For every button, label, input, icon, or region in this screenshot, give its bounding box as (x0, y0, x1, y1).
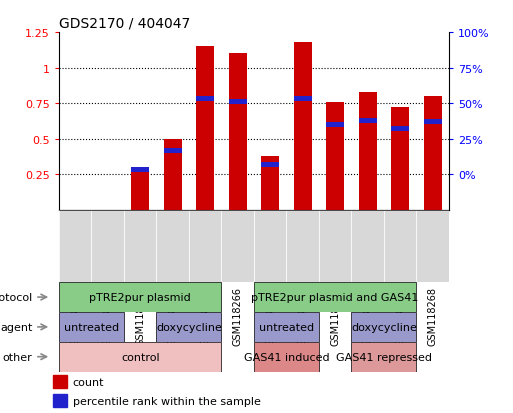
Bar (326, 102, 344, 210)
Bar (351, 210, 384, 282)
Bar (196, 97, 214, 102)
Bar (319, 210, 351, 282)
Bar (424, 97, 442, 210)
Bar (222, 210, 254, 282)
Bar (124, 210, 156, 282)
Text: GAS41 repressed: GAS41 repressed (336, 352, 432, 362)
Bar (384, 210, 417, 282)
Text: pTRE2pur plasmid and GAS41: pTRE2pur plasmid and GAS41 (251, 292, 419, 302)
Bar (229, 54, 247, 210)
Bar (261, 162, 279, 167)
Text: agent: agent (0, 322, 32, 332)
Text: doxycycline: doxycycline (156, 322, 222, 332)
Text: untreated: untreated (64, 322, 119, 332)
Bar (222, 210, 254, 282)
Text: control: control (121, 352, 160, 362)
Text: percentile rank within the sample: percentile rank within the sample (73, 396, 261, 406)
Bar (189, 210, 222, 282)
Bar (351, 342, 417, 372)
Bar (261, 157, 279, 210)
Bar (351, 312, 417, 342)
Bar (59, 210, 91, 282)
Bar (53, 394, 67, 407)
Bar (91, 210, 124, 282)
Bar (254, 210, 286, 282)
Text: GAS41 induced: GAS41 induced (244, 352, 329, 362)
Bar (164, 139, 182, 210)
Bar (254, 210, 286, 282)
Bar (91, 210, 124, 282)
Bar (196, 47, 214, 210)
Bar (229, 100, 247, 105)
Bar (424, 120, 442, 125)
Bar (294, 97, 311, 102)
Bar (131, 168, 149, 210)
Bar (59, 312, 124, 342)
Text: pTRE2pur plasmid: pTRE2pur plasmid (89, 292, 191, 302)
Text: untreated: untreated (259, 322, 314, 332)
Bar (189, 210, 222, 282)
Bar (359, 119, 377, 123)
Text: doxycycline: doxycycline (351, 322, 417, 332)
Bar (391, 108, 409, 210)
Bar (254, 342, 319, 372)
Text: GDS2170 / 404047: GDS2170 / 404047 (59, 17, 190, 31)
Text: other: other (3, 352, 32, 362)
Bar (254, 312, 319, 342)
Bar (417, 210, 449, 282)
Text: count: count (73, 377, 104, 387)
Bar (286, 210, 319, 282)
Bar (164, 148, 182, 153)
Bar (326, 123, 344, 128)
Bar (359, 93, 377, 210)
Bar (156, 312, 222, 342)
Bar (124, 210, 156, 282)
Bar (351, 210, 384, 282)
Bar (59, 282, 222, 312)
Bar (254, 282, 417, 312)
Bar (53, 375, 67, 388)
Bar (59, 210, 91, 282)
Bar (286, 210, 319, 282)
Bar (417, 210, 449, 282)
Bar (384, 210, 417, 282)
Bar (59, 342, 222, 372)
Text: protocol: protocol (0, 292, 32, 302)
Bar (131, 168, 149, 173)
Bar (156, 210, 189, 282)
Bar (319, 210, 351, 282)
Bar (391, 127, 409, 132)
Bar (156, 210, 189, 282)
Bar (294, 43, 311, 210)
